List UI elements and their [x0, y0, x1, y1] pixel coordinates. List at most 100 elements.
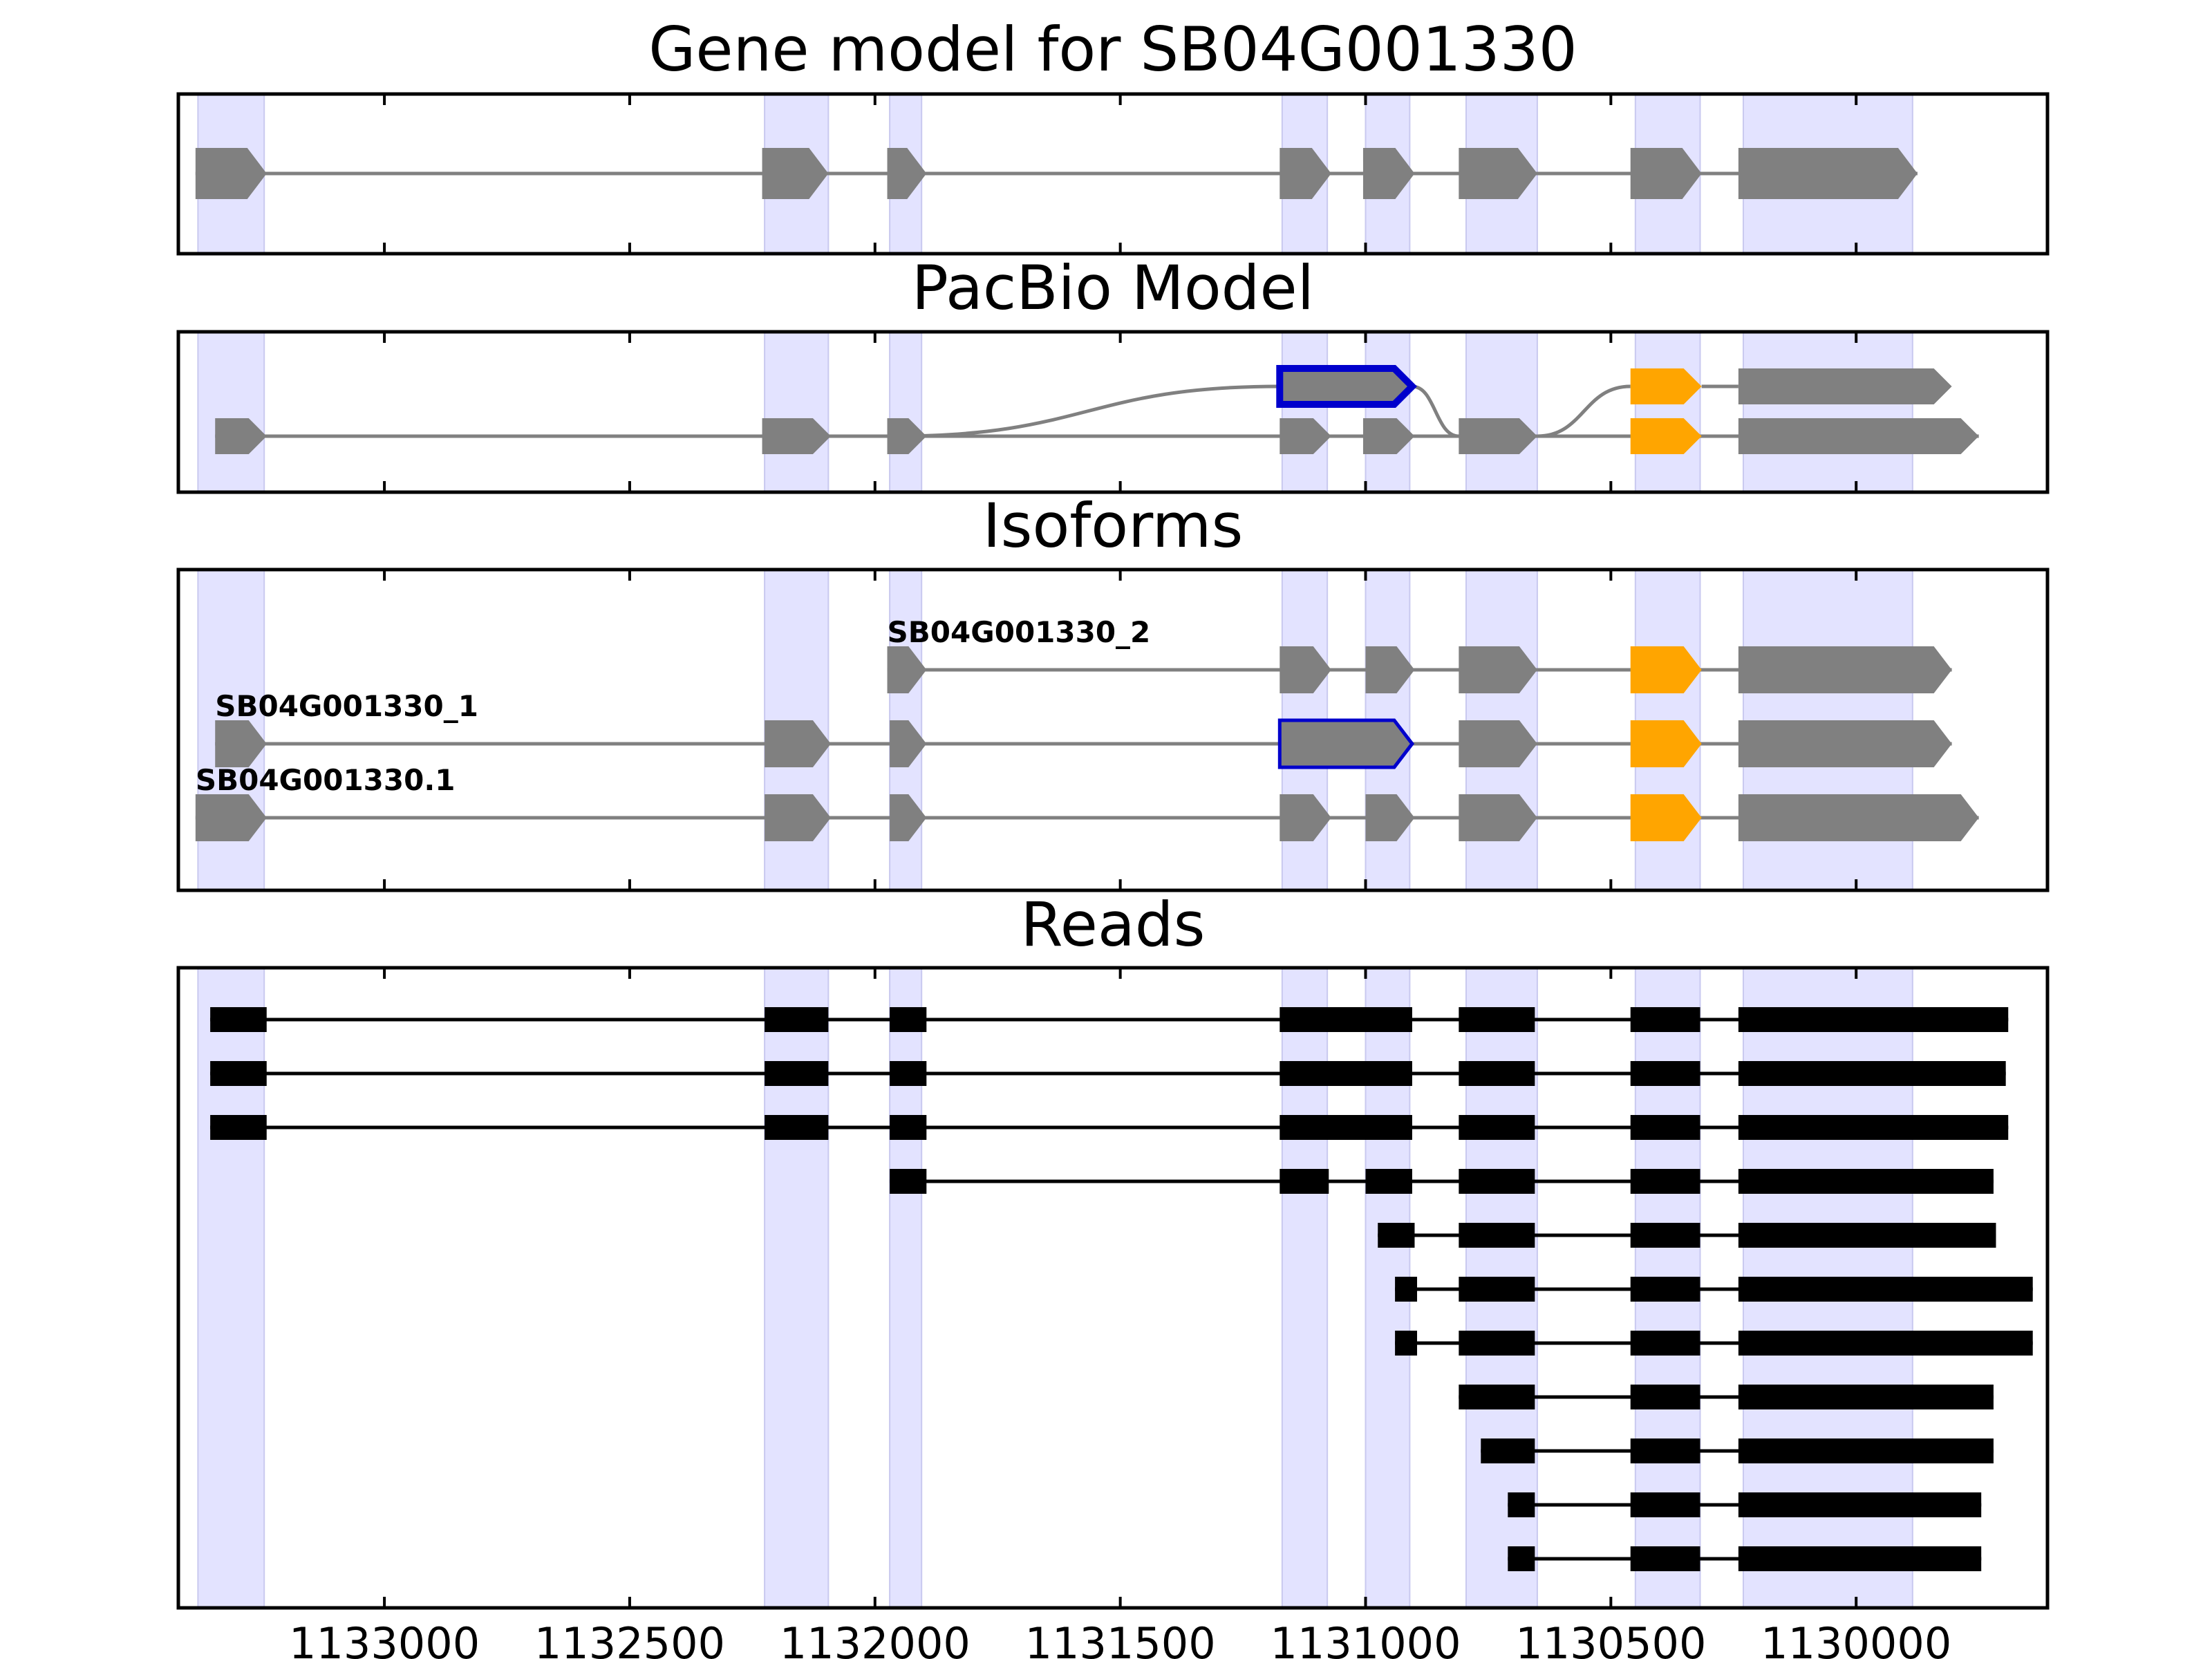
panel-title: PacBio Model	[912, 252, 1314, 324]
read-block	[1459, 1331, 1535, 1356]
exon	[215, 720, 267, 767]
read-block	[1630, 1115, 1700, 1140]
read-block	[1738, 1277, 2033, 1302]
read-row	[1508, 1546, 1982, 1571]
axes-frame	[176, 568, 2050, 892]
panel-1: Gene model for SB04G001330	[176, 14, 2050, 256]
highlighted-exon	[1630, 418, 1702, 454]
exon	[1738, 646, 1952, 693]
read-block	[1630, 1223, 1700, 1248]
read-row	[1395, 1331, 2033, 1356]
shaded-region	[1465, 331, 1538, 493]
exon	[765, 794, 831, 841]
read-block	[1280, 1169, 1329, 1194]
x-tick-label: 1131500	[1025, 1618, 1216, 1659]
isoform-label: SB04G001330_2	[888, 615, 1151, 649]
read-block	[1459, 1223, 1535, 1248]
shaded-region	[764, 331, 830, 493]
read-row	[890, 1169, 1994, 1194]
x-tick-label: 1133000	[289, 1618, 480, 1659]
read-block	[1630, 1546, 1700, 1571]
transcript-row	[195, 148, 1918, 199]
exon	[1630, 148, 1702, 199]
read-block	[1738, 1223, 1996, 1248]
read-block	[1280, 1007, 1412, 1032]
panel-title: Isoforms	[983, 490, 1244, 561]
read-block	[765, 1115, 829, 1140]
read-block	[890, 1115, 927, 1140]
read-row	[1481, 1438, 1994, 1463]
x-tick-label: 1132500	[534, 1618, 725, 1659]
x-tick-label: 1132000	[780, 1618, 971, 1659]
exon	[215, 418, 267, 454]
read-block	[1459, 1385, 1535, 1409]
read-row	[1508, 1492, 1982, 1517]
panel-2: PacBio Model	[176, 252, 2050, 494]
read-block	[1630, 1331, 1700, 1356]
read-block	[1738, 1115, 2009, 1140]
exon	[887, 646, 927, 693]
transcript-row	[1276, 365, 1952, 408]
exon	[195, 794, 267, 841]
exon	[1280, 148, 1331, 199]
read-row	[210, 1007, 2009, 1032]
read-block	[1280, 1061, 1412, 1086]
read-block	[1630, 1007, 1700, 1032]
read-block	[210, 1115, 267, 1140]
axes-frame	[176, 966, 2050, 1610]
exon	[1459, 418, 1537, 454]
panel-title: Gene model for SB04G001330	[648, 14, 1577, 85]
read-block	[1738, 1385, 1994, 1409]
read-row	[210, 1061, 2006, 1086]
read-block	[1459, 1007, 1535, 1032]
read-row	[210, 1115, 2009, 1140]
x-tick-label: 1130000	[1761, 1618, 1951, 1659]
exon	[195, 148, 267, 199]
read-block	[1395, 1331, 1418, 1356]
read-block	[1738, 1331, 2033, 1356]
x-tick-label: 1131000	[1270, 1618, 1461, 1659]
read-block	[1738, 1546, 1982, 1571]
read-block	[1738, 1007, 2009, 1032]
panel-title: Reads	[1021, 889, 1206, 960]
exon	[762, 418, 831, 454]
read-block	[1365, 1169, 1412, 1194]
splice-connector	[1412, 384, 1459, 438]
read-block	[1738, 1438, 1994, 1463]
exon	[1459, 720, 1537, 767]
read-block	[1630, 1438, 1700, 1463]
read-block	[1738, 1061, 2006, 1086]
exon	[887, 418, 927, 454]
read-block	[1395, 1277, 1418, 1302]
x-tick-label: 1130500	[1515, 1618, 1706, 1659]
read-block	[890, 1061, 927, 1086]
axes-frame	[176, 92, 2050, 256]
read-block	[1738, 1492, 1982, 1517]
panel-4: Reads	[176, 889, 2050, 1610]
highlighted-exon	[1630, 720, 1702, 767]
highlighted-exon	[1630, 368, 1702, 404]
exon	[887, 148, 927, 199]
outlined-exon	[1277, 718, 1415, 769]
transcript-row	[215, 418, 1979, 454]
exon	[1280, 418, 1331, 454]
read-block	[1630, 1385, 1700, 1409]
exon	[762, 148, 829, 199]
read-block	[1459, 1115, 1535, 1140]
shaded-region	[197, 331, 265, 493]
exon	[1365, 646, 1415, 693]
exon	[1365, 794, 1415, 841]
isoform-label: SB04G001330.1	[196, 763, 456, 797]
read-row	[1378, 1223, 1996, 1248]
read-block	[1508, 1492, 1535, 1517]
transcript-row: SB04G001330_2	[887, 615, 1952, 693]
exon	[1738, 368, 1952, 404]
exon	[1459, 148, 1537, 199]
isoform-label: SB04G001330_1	[215, 689, 478, 723]
read-block	[1630, 1061, 1700, 1086]
exon	[1280, 646, 1331, 693]
read-block	[210, 1007, 267, 1032]
exon	[1738, 720, 1952, 767]
read-row	[1395, 1277, 2033, 1302]
